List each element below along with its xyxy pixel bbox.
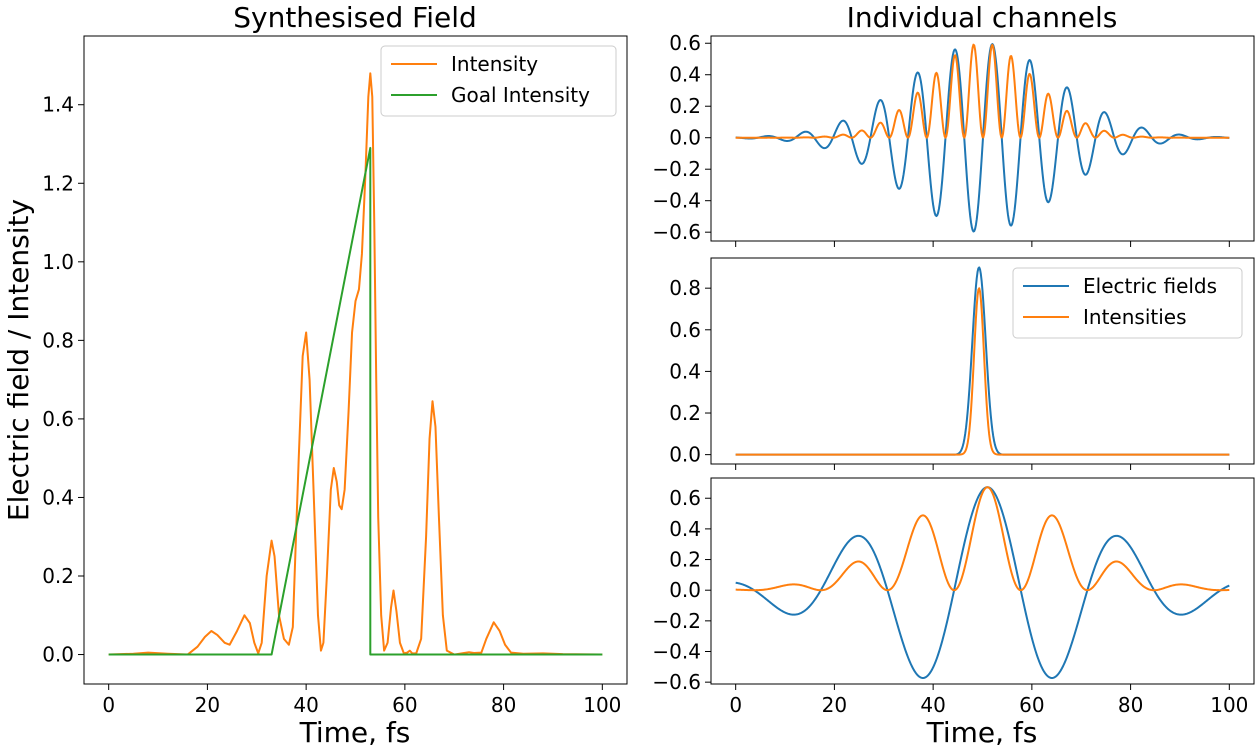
y-tick-label: −0.4 (652, 189, 701, 213)
legend-0: Intensity Goal Intensity (380, 45, 617, 117)
axes-1: −0.6 −0.4 −0.2 0.0 0.2 0.4 0.6 (652, 31, 1255, 247)
y-tick-label: 0.0 (42, 643, 74, 667)
series-line-1-0 (735, 43, 1230, 233)
x-tick-label: 0 (729, 693, 742, 717)
x-tick-label: 0 (102, 693, 115, 717)
x-tick-label: 40 (293, 693, 318, 717)
y-tick-label: 0.6 (42, 407, 74, 431)
y-tick-label: 0.0 (669, 578, 701, 602)
x-tick-label: 100 (583, 693, 621, 717)
axes-frame-0 (83, 35, 628, 685)
x-tick-label: 40 (920, 693, 945, 717)
y-tick-label: 0.8 (669, 276, 701, 300)
x-axis-label: Time, fs (926, 716, 1038, 749)
legend-label: Electric fields (1083, 274, 1217, 298)
x-tick-label: 80 (491, 693, 516, 717)
series-line-0-0 (108, 72, 603, 656)
legend-box (380, 45, 617, 117)
y-axis-label: Electric field / Intensity (2, 199, 35, 521)
axes-frame-2 (710, 257, 1255, 465)
y-tick-label: 0.4 (669, 517, 701, 541)
series-line-3-0 (735, 486, 1230, 679)
y-tick-label: 0.6 (669, 31, 701, 55)
y-tick-label: 0.4 (669, 359, 701, 383)
x-tick-label: 20 (822, 693, 847, 717)
axes-2: 0.0 0.2 0.4 0.6 0.8 (669, 257, 1255, 470)
y-tick-label: 1.2 (42, 171, 74, 195)
y-tick-label: −0.4 (652, 640, 701, 664)
y-tick-label: 0.2 (669, 548, 701, 572)
y-tick-label: 0.8 (42, 328, 74, 352)
y-tick-label: −0.6 (652, 220, 701, 244)
x-tick-label: 60 (1019, 693, 1044, 717)
legend-label: Intensities (1083, 305, 1187, 329)
legend-label: Goal Intensity (451, 83, 590, 107)
series-line-3-1 (735, 486, 1230, 592)
y-tick-label: 0.2 (42, 564, 74, 588)
chart-title: Individual channels (847, 1, 1118, 34)
y-tick-label: 0.2 (669, 401, 701, 425)
x-tick-label: 80 (1118, 693, 1143, 717)
y-tick-label: 1.4 (42, 93, 74, 117)
series-line-2-1 (735, 287, 1230, 456)
x-tick-label: 20 (195, 693, 220, 717)
y-tick-label: 0.0 (669, 126, 701, 150)
y-tick-label: 1.0 (42, 250, 74, 274)
y-tick-label: 0.6 (669, 486, 701, 510)
x-tick-label: 60 (392, 693, 417, 717)
y-tick-label: 0.6 (669, 318, 701, 342)
legend-label: Intensity (451, 52, 538, 76)
axes-frame-1 (710, 35, 1255, 242)
axes-0: 0.0 0.2 0.4 0.6 0.8 1.0 1.2 1.4 0 20 40 60 80 100 (42, 35, 628, 717)
y-tick-label: 0.0 (669, 443, 701, 467)
axes-3: −0.6 −0.4 −0.2 0.0 0.2 0.4 0.6 0 20 40 60 80 100 (652, 477, 1255, 717)
y-tick-label: −0.2 (652, 609, 701, 633)
legend-2: Electric fields Intensities (1012, 267, 1243, 339)
legend-box (1012, 267, 1243, 339)
y-tick-label: 0.2 (669, 94, 701, 118)
y-tick-label: 0.4 (42, 485, 74, 509)
series-line-1-1 (735, 43, 1230, 139)
axes-frame-3 (710, 477, 1255, 685)
y-tick-label: 0.4 (669, 63, 701, 87)
chart-title: Synthesised Field (233, 1, 477, 34)
y-tick-label: −0.6 (652, 670, 701, 694)
y-tick-label: −0.2 (652, 157, 701, 181)
x-tick-label: 100 (1210, 693, 1248, 717)
series-line-0-1 (108, 146, 603, 656)
x-axis-label: Time, fs (299, 716, 411, 749)
